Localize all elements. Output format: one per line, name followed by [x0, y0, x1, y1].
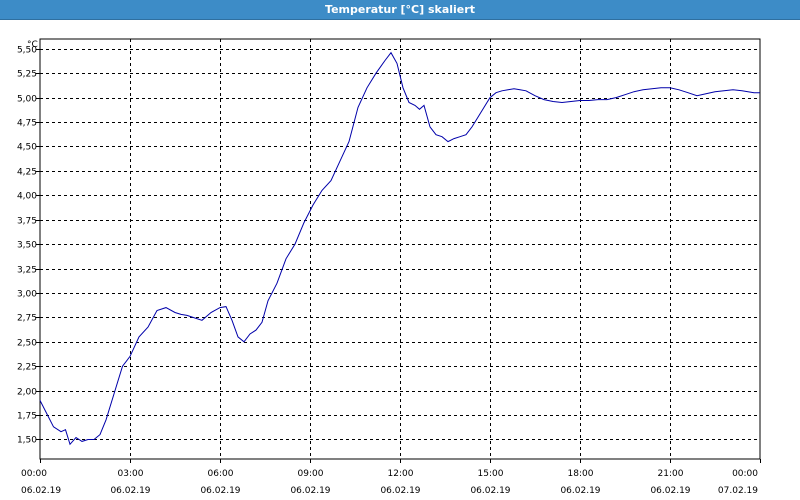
y-tick-label: 2,00 — [17, 388, 37, 398]
x-tick-time: 21:00 — [658, 469, 684, 479]
temperature-series-line — [39, 51, 760, 446]
y-tick-label: 1,75 — [17, 412, 37, 422]
x-tick-time: 15:00 — [478, 469, 504, 479]
x-tick-time: 18:00 — [568, 469, 594, 479]
y-tick-label: 5,00 — [17, 95, 37, 105]
y-tick-label: 3,50 — [17, 241, 37, 251]
y-tick-label: 2,25 — [17, 363, 37, 373]
y-tick-label: 3,75 — [17, 217, 37, 227]
x-tick-time: 12:00 — [388, 469, 414, 479]
x-tick-time: 03:00 — [118, 469, 144, 479]
x-tick-time: 09:00 — [298, 469, 324, 479]
x-tick-time: 00:00 — [732, 469, 758, 479]
x-tick-date: 06.02.19 — [380, 486, 420, 496]
x-tick-date: 06.02.19 — [200, 486, 240, 496]
y-axis-ticks: 1,50 1,75 2,00 2,25 2,50 2,75 3,00 3,25 3,50 3,75… — [17, 46, 40, 446]
x-tick-date: 06.02.19 — [21, 486, 61, 496]
x-tick-time: 06:00 — [208, 469, 234, 479]
grid — [40, 39, 760, 459]
y-axis-unit: °C — [27, 40, 38, 50]
x-tick-date: 07.02.19 — [718, 486, 758, 496]
x-tick-time: 00:00 — [21, 469, 47, 479]
y-tick-label: 3,00 — [17, 290, 37, 300]
series-layer — [39, 51, 760, 446]
x-tick-date: 06.02.19 — [470, 486, 510, 496]
y-tick-label: 2,50 — [17, 339, 37, 349]
y-tick-label: 5,50 — [17, 46, 37, 56]
x-axis-ticks: 00:00 06.02.19 03:00 06.02.19 06:00 06.02.19 0… — [21, 459, 761, 496]
y-tick-label: 4,75 — [17, 119, 37, 129]
y-tick-label: 2,75 — [17, 314, 37, 324]
y-tick-label: 4,50 — [17, 143, 37, 153]
y-tick-label: 1,50 — [17, 436, 37, 446]
y-tick-label: 3,25 — [17, 266, 37, 276]
x-tick-date: 06.02.19 — [560, 486, 600, 496]
x-tick-date: 06.02.19 — [650, 486, 690, 496]
x-tick-date: 06.02.19 — [110, 486, 150, 496]
y-tick-label: 4,00 — [17, 192, 37, 202]
y-tick-label: 5,25 — [17, 70, 37, 80]
y-tick-label: 4,25 — [17, 168, 37, 178]
window-title: Temperatur [°C] skaliert — [0, 0, 800, 20]
x-tick-date: 06.02.19 — [290, 486, 330, 496]
